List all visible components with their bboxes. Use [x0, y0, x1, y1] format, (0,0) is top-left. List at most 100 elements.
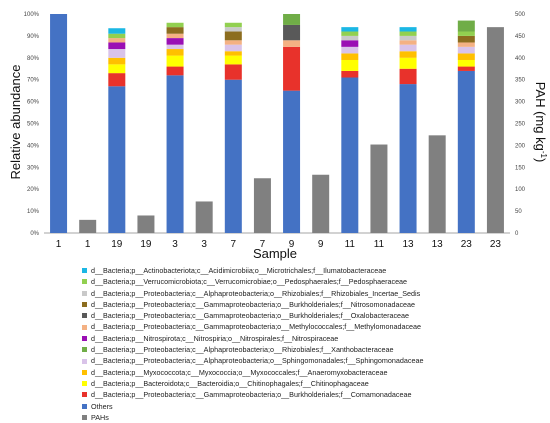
- legend-swatch: [82, 268, 87, 274]
- y-tick-label: 0%: [30, 231, 39, 237]
- bar-segment-sphingomonadaceae: [457, 46, 475, 54]
- y-tick-label: 70%: [27, 78, 40, 84]
- bar-segment-chitinophagaceae: [341, 59, 359, 71]
- bar-segment-chitinophagaceae: [108, 64, 126, 74]
- y2-tick-label: 50: [515, 209, 522, 215]
- legend: d__Bacteria;p__Actinobacteriota;c__Acidi…: [82, 265, 542, 423]
- y-axis-ticks: 0% 10% 20% 30% 40% 50% 60% 70% 80% 90% 100%: [24, 12, 40, 237]
- legend-item: d__Bacteria;p__Nitrospirota;c__Nitrospir…: [82, 333, 542, 344]
- bar-segment-nitrosomonadaceae: [224, 31, 242, 41]
- bar-segment-others: [283, 90, 301, 234]
- legend-swatch: [82, 369, 87, 375]
- legend-label: d__Bacteria;p__Proteobacteria;c__Gammapr…: [91, 322, 422, 332]
- legend-label: d__Bacteria;p__Verrucomicrobiota;c__Verr…: [91, 277, 408, 287]
- y2-tick-label: 400: [515, 56, 526, 62]
- x-tick-label: 23: [461, 239, 473, 250]
- x-axis-label: Sample: [253, 246, 297, 261]
- bar-segment-rhizobiales-incertae-sedis: [224, 27, 242, 32]
- y2-tick-label: 350: [515, 78, 526, 84]
- bar-segment-others: [399, 84, 417, 233]
- legend-swatch: [82, 324, 87, 330]
- bar-segment-nitrospiraceae: [108, 42, 126, 50]
- bar-segment-sphingomonadaceae: [108, 49, 126, 58]
- bar-segment-chitinophagaceae: [399, 57, 417, 69]
- bar-segment-others: [108, 86, 126, 234]
- bar-segment-pedosphaeraceae: [399, 31, 417, 36]
- x-tick-label: 13: [432, 239, 444, 250]
- bar-segment-methylomonadaceae: [283, 40, 301, 47]
- legend-label: PAHs: [91, 412, 109, 422]
- legend-label: d__Bacteria;p__Proteobacteria;c__Gammapr…: [91, 311, 410, 321]
- legend-label: d__Bacteria;p__Nitrospirota;c__Nitrospir…: [91, 333, 339, 343]
- legend-item: d__Bacteria;p__Proteobacteria;c__Gammapr…: [82, 321, 542, 332]
- bar-segment-rhizobiales-incertae-sedis: [399, 35, 417, 41]
- legend-label: d__Bacteria;p__Actinobacteriota;c__Acidi…: [91, 266, 387, 275]
- bar-segment-methylomonadaceae: [399, 40, 417, 45]
- bar-segment-anaeromyxobacteraceae: [399, 51, 417, 58]
- bar-segment-rhizobiales-incertae-sedis: [341, 35, 359, 41]
- bar-segment-methylomonadaceae: [108, 38, 126, 43]
- bar-segment-comamonadaceae: [108, 73, 126, 87]
- bar-segment-anaeromyxobacteraceae: [457, 53, 475, 60]
- bar-segment-anaeromyxobacteraceae: [108, 57, 126, 65]
- x-tick-label: 23: [490, 239, 502, 250]
- x-tick-label: 11: [374, 239, 385, 250]
- legend-label: d__Bacteria;p__Proteobacteria;c__Alphapr…: [91, 288, 421, 298]
- bar-segment-sphingomonadaceae: [399, 44, 417, 52]
- bar-segment-sphingomonadaceae: [224, 44, 242, 52]
- legend-swatch: [82, 313, 87, 319]
- bar-pahs: [370, 144, 388, 233]
- bar-segment-oxalobacteraceae: [283, 24, 301, 41]
- x-axis-ticks: 1 1 19 19 3 3 7 7 9 9 11 11 13 13 23 23: [56, 239, 502, 250]
- y2-tick-label: 250: [515, 122, 526, 128]
- y2-tick-label: 500: [515, 12, 526, 18]
- y-tick-label: 100%: [24, 12, 40, 18]
- x-tick-label: 1: [56, 239, 62, 250]
- x-tick-label: 9: [289, 239, 295, 250]
- y-tick-label: 60%: [27, 100, 40, 106]
- y2-tick-label: 0: [515, 231, 519, 237]
- stacked-bar-chart: 0% 10% 20% 30% 40% 50% 60% 70% 80% 90% 100% 0 50 100…: [8, 12, 548, 261]
- bar-segment-nitrospiraceae: [341, 40, 359, 47]
- bar-segment-anaeromyxobacteraceae: [166, 49, 184, 56]
- bar-segment-anaeromyxobacteraceae: [341, 53, 359, 60]
- bar-segment-chitinophagaceae: [457, 59, 475, 67]
- y-tick-label: 80%: [27, 56, 40, 62]
- legend-swatch: [82, 358, 87, 364]
- legend-item: d__Bacteria;p__Proteobacteria;c__Alphapr…: [82, 344, 542, 355]
- bar-segment-others: [457, 70, 475, 233]
- x-tick-label: 19: [111, 239, 123, 250]
- bar-segment-comamonadaceae: [457, 66, 475, 71]
- legend-label: d__Bacteria;p__Bacteroidota;c__Bacteroid…: [91, 378, 369, 388]
- bar-pahs: [486, 27, 504, 233]
- bar-segment-ilumatobacteraceae: [108, 28, 126, 34]
- x-tick-label: 3: [172, 239, 178, 250]
- bar-segment-methylomonadaceae: [224, 40, 242, 45]
- legend-item: d__Bacteria;p__Actinobacteriota;c__Acidi…: [82, 265, 542, 276]
- bar-pahs: [195, 201, 213, 233]
- legend-swatch: [82, 381, 87, 387]
- legend-swatch: [82, 403, 87, 409]
- x-tick-label: 13: [403, 239, 415, 250]
- y2-tick-label: 200: [515, 143, 526, 149]
- y-tick-label: 50%: [27, 122, 40, 128]
- bar-segment-xanthobacteraceae: [283, 14, 301, 25]
- bar-segment-sphingomonadaceae: [166, 44, 184, 50]
- x-tick-label: 11: [345, 239, 356, 250]
- y2-axis-ticks: 0 50 100 150 200 250 300 350 400 450 500: [515, 12, 526, 237]
- legend-item: PAHs: [82, 412, 542, 423]
- bar-segment-methylomonadaceae: [457, 42, 475, 47]
- bar-segment-comamonadaceae: [224, 64, 242, 80]
- bar-segment-pedosphaeraceae: [108, 33, 126, 39]
- bar-segment-chitinophagaceae: [224, 55, 242, 65]
- y-tick-label: 30%: [27, 165, 40, 171]
- y-tick-label: 90%: [27, 34, 40, 40]
- bar-segment-pedosphaeraceae: [341, 31, 359, 36]
- legend-swatch: [82, 290, 87, 296]
- bar-segment-pedosphaeraceae: [224, 22, 242, 28]
- bar-pahs: [137, 215, 155, 233]
- legend-item: d__Bacteria;p__Proteobacteria;c__Gammapr…: [82, 299, 542, 310]
- x-tick-label: 3: [201, 239, 207, 250]
- bar-segment-others: [224, 79, 242, 233]
- legend-label: d__Bacteria;p__Proteobacteria;c__Alphapr…: [91, 345, 394, 355]
